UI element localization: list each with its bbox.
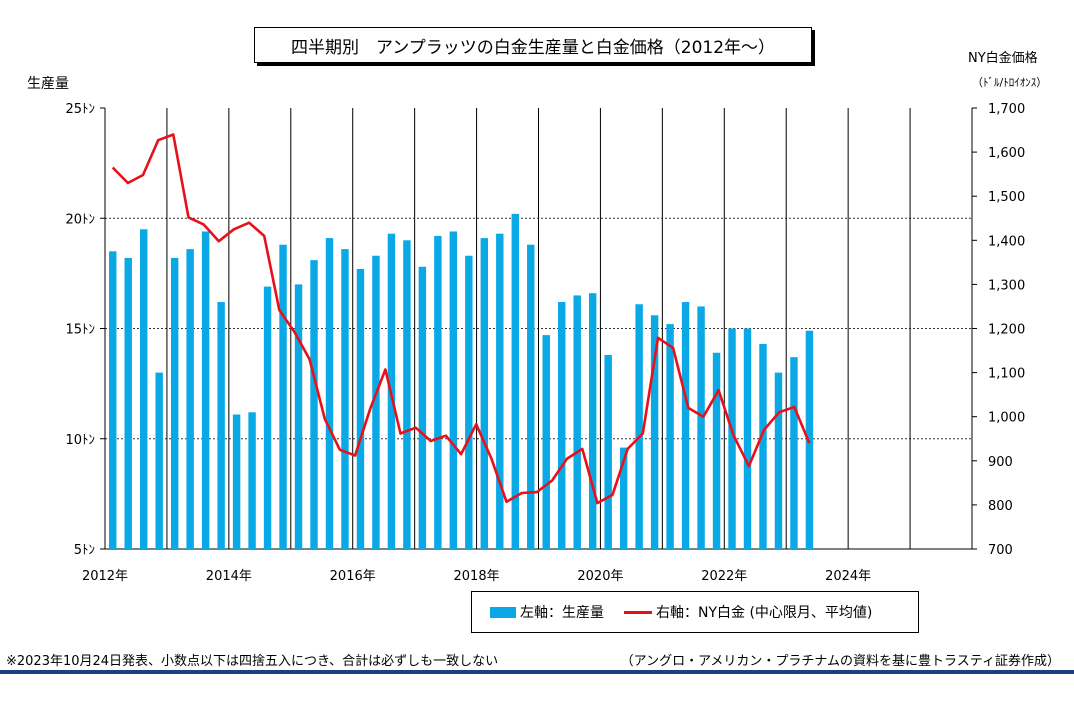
left-tick-label: 20ﾄﾝ [65, 212, 95, 227]
right-axis-unit-detail: （ﾄﾞﾙ/ﾄﾛｲｵﾝｽ） [972, 76, 1048, 89]
bar [511, 213, 519, 549]
bar [356, 268, 365, 549]
bar [666, 324, 674, 549]
bar [124, 257, 132, 549]
right-tick-label: 1,600 [988, 146, 1025, 161]
bar [248, 412, 256, 549]
legend: 左軸：生産量 右軸：NY白金 (中心限月、平均値) [471, 591, 919, 633]
bar [217, 302, 225, 549]
right-tick-label: 900 [988, 455, 1013, 470]
bottom-divider [0, 670, 1074, 674]
bar [712, 352, 721, 549]
bar [635, 304, 643, 549]
bar [403, 240, 411, 550]
legend-line-swatch [624, 610, 652, 614]
bar [743, 328, 752, 549]
right-tick-label: 1,000 [988, 411, 1025, 426]
bar [480, 238, 489, 549]
bar [170, 257, 179, 549]
bar [650, 315, 659, 549]
chart-title: 四半期別 アンプラッツの白金生産量と白金価格（2012年～） [254, 27, 812, 63]
bar [697, 306, 705, 549]
right-axis-unit: NY白金価格 [968, 51, 1038, 66]
bar [619, 447, 628, 549]
bar [201, 231, 210, 550]
source-note: （アングロ・アメリカン・プラチナムの資料を基に豊トラスティ証券作成） [620, 654, 1060, 669]
legend-bar-swatch [490, 606, 516, 618]
bar [372, 255, 380, 550]
right-tick-label: 700 [988, 543, 1013, 558]
left-tick-label: 25ﾄﾝ [65, 102, 95, 117]
bar [449, 231, 458, 550]
right-tick-label: 1,300 [988, 278, 1025, 293]
bar [186, 249, 194, 549]
bar [465, 255, 473, 550]
bar [294, 284, 303, 549]
bar [681, 302, 690, 549]
left-tick-label: 5ﾄﾝ [74, 543, 95, 558]
x-tick-label: 2012年 [82, 569, 128, 584]
footnote: ※2023年10月24日発表、小数点以下は四捨五入につき、合計は必ずしも一致しな… [6, 654, 499, 669]
bar [155, 372, 163, 549]
bar [109, 251, 117, 549]
bar [418, 266, 427, 549]
bar [558, 302, 566, 549]
right-tick-label: 800 [988, 499, 1013, 514]
bar [527, 244, 535, 549]
bar [325, 238, 334, 549]
x-tick-label: 2016年 [330, 569, 376, 584]
bar [310, 260, 318, 549]
left-tick-label: 15ﾄﾝ [65, 323, 95, 338]
price-line [111, 133, 811, 505]
bar [759, 343, 767, 549]
bar [728, 328, 736, 549]
bar [232, 414, 241, 549]
bar [263, 286, 272, 549]
x-tick-label: 2018年 [454, 569, 500, 584]
left-tick-label: 10ﾄﾝ [65, 433, 95, 448]
bar [434, 235, 442, 549]
right-tick-label: 1,200 [988, 323, 1025, 338]
right-tick-label: 1,700 [988, 102, 1025, 117]
right-tick-label: 1,400 [988, 234, 1025, 249]
legend-bar-label: 左軸：生産量 [520, 605, 604, 621]
right-tick-label: 1,100 [988, 367, 1025, 382]
bar [604, 354, 612, 549]
bar [790, 357, 798, 549]
bar [279, 244, 287, 549]
x-tick-label: 2020年 [577, 569, 623, 584]
x-tick-label: 2022年 [701, 569, 747, 584]
bar [774, 372, 783, 549]
bar [805, 330, 814, 549]
right-tick-label: 1,500 [988, 190, 1025, 205]
bar [542, 335, 550, 549]
left-axis-unit: 生産量 [27, 76, 69, 92]
x-tick-label: 2014年 [206, 569, 252, 584]
bar [573, 295, 581, 549]
bar [496, 233, 504, 549]
bar [341, 249, 349, 549]
x-tick-label: 2024年 [825, 569, 871, 584]
bar [139, 229, 148, 549]
legend-line-label: 右軸：NY白金 (中心限月、平均値) [656, 605, 873, 621]
bar [588, 293, 597, 549]
